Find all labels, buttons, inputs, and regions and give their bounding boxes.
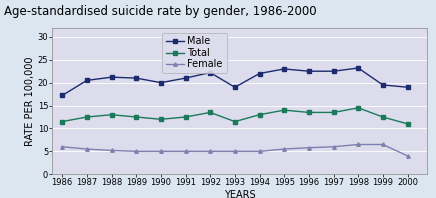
Total xyxy=(183,116,188,118)
Male xyxy=(109,76,114,78)
Total xyxy=(232,120,238,123)
Total xyxy=(84,116,89,118)
Male xyxy=(356,67,361,69)
Total xyxy=(133,116,139,118)
Female xyxy=(60,146,65,148)
Male xyxy=(405,86,410,89)
Female xyxy=(133,150,139,152)
Female xyxy=(405,155,410,157)
Total xyxy=(158,118,164,120)
Female xyxy=(183,150,188,152)
Female xyxy=(109,149,114,152)
Female xyxy=(257,150,262,152)
Female xyxy=(306,147,311,149)
Female xyxy=(380,143,385,146)
Male xyxy=(158,81,164,84)
Female xyxy=(282,148,287,150)
Male xyxy=(306,70,311,72)
Total xyxy=(380,116,385,118)
Line: Total: Total xyxy=(61,106,409,126)
Y-axis label: RATE PER 100,000: RATE PER 100,000 xyxy=(25,56,35,146)
Female xyxy=(208,150,213,152)
Female xyxy=(232,150,238,152)
Male xyxy=(84,79,89,82)
Total xyxy=(282,109,287,111)
Total xyxy=(208,111,213,114)
X-axis label: YEARS: YEARS xyxy=(224,190,255,198)
Total xyxy=(356,107,361,109)
Female xyxy=(356,143,361,146)
Line: Male: Male xyxy=(61,66,409,97)
Male xyxy=(183,77,188,79)
Total xyxy=(257,113,262,116)
Male xyxy=(133,77,139,79)
Text: Age-standardised suicide rate by gender, 1986-2000: Age-standardised suicide rate by gender,… xyxy=(4,5,317,18)
Total xyxy=(306,111,311,114)
Line: Female: Female xyxy=(61,143,409,158)
Female xyxy=(331,146,336,148)
Male xyxy=(282,68,287,70)
Male xyxy=(60,94,65,97)
Male xyxy=(208,71,213,74)
Female xyxy=(158,150,164,152)
Legend: Male, Total, Female: Male, Total, Female xyxy=(162,33,227,73)
Female xyxy=(84,148,89,150)
Total xyxy=(60,120,65,123)
Total xyxy=(405,123,410,125)
Male xyxy=(257,72,262,75)
Male xyxy=(380,84,385,86)
Total xyxy=(109,113,114,116)
Total xyxy=(331,111,336,114)
Male xyxy=(232,86,238,89)
Male xyxy=(331,70,336,72)
